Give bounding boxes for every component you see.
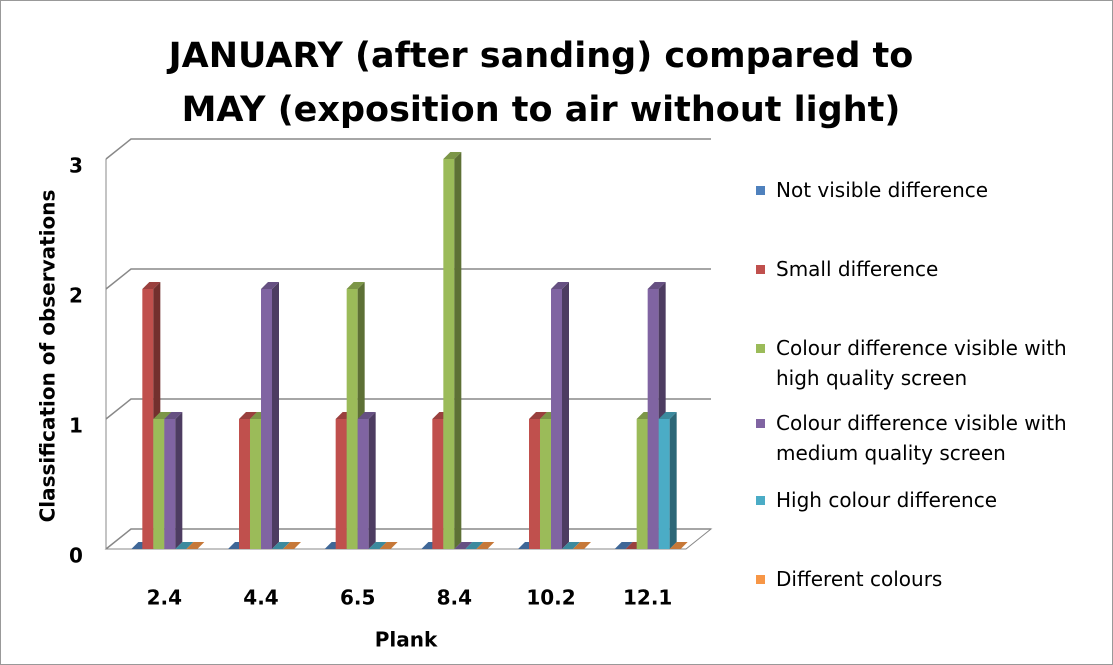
bar (647, 289, 659, 549)
bar-top (647, 282, 666, 289)
bar-side (368, 412, 376, 549)
bar-top (346, 282, 365, 289)
x-tick-label: 4.4 (243, 586, 278, 610)
bar-side (562, 282, 569, 549)
bar-top (669, 542, 688, 549)
bar (261, 289, 272, 549)
legend-item: Not visible difference (756, 175, 1112, 205)
y-tick-label: 0 (69, 544, 83, 568)
bar-top (658, 412, 677, 419)
x-tick-label: 6.5 (340, 586, 375, 610)
x-tick-label: 2.4 (147, 586, 182, 610)
x-axis-label: Plank (375, 628, 438, 652)
bar (357, 419, 369, 549)
bar-top (379, 542, 398, 549)
bar-top (283, 542, 301, 549)
bar-top (175, 542, 194, 549)
y-tick-label: 1 (69, 414, 83, 438)
bar (529, 419, 540, 549)
bar (335, 419, 347, 549)
bar-top (368, 542, 387, 549)
legend-label: Small difference (776, 257, 939, 281)
bar-top (443, 152, 462, 159)
y-axis-label: Classification of observations (36, 190, 60, 523)
grid-line (105, 398, 711, 420)
bar-top (573, 542, 591, 549)
bar (443, 159, 455, 549)
bar-side (272, 282, 279, 549)
x-tick-label: 8.4 (437, 586, 472, 610)
bar-top (272, 542, 290, 549)
bar (551, 289, 562, 549)
grid-line (105, 528, 711, 550)
legend-label: Colour difference visible with high qual… (776, 336, 1067, 390)
bar (153, 419, 165, 549)
bar-top (142, 282, 161, 289)
y-tick-label: 2 (69, 284, 83, 308)
bar-top (261, 282, 279, 289)
legend-label: Colour difference visible with medium qu… (776, 411, 1067, 465)
bar-side (454, 152, 462, 549)
legend-swatch (756, 186, 765, 195)
x-tick-label: 12.1 (623, 586, 672, 610)
bar (432, 419, 444, 549)
bar (346, 289, 358, 549)
legend-swatch (756, 419, 765, 428)
grid-line (105, 138, 711, 160)
bar (636, 419, 648, 549)
bar-top (239, 412, 257, 419)
legend-item: High colour difference (756, 485, 1112, 515)
legend-swatch (756, 344, 765, 353)
bar-top (186, 542, 205, 549)
grid-line (105, 268, 711, 290)
chart-title: JANUARY (after sanding) compared to MAY … (168, 36, 914, 130)
bar-top (562, 542, 580, 549)
bar (239, 419, 250, 549)
back-wall (131, 139, 711, 529)
bar-top (465, 542, 484, 549)
bar-side (175, 412, 183, 549)
legend-label: High colour difference (776, 488, 998, 512)
bar-top (551, 282, 569, 289)
bar-top (153, 412, 172, 419)
bar-top (529, 412, 547, 419)
legend-item: Colour difference visible with high qual… (756, 333, 1112, 393)
legend-swatch (756, 496, 765, 505)
bar (250, 419, 261, 549)
y-tick-label: 3 (69, 154, 83, 178)
bar (142, 289, 154, 549)
legend-label: Different colours (776, 567, 943, 591)
legend-item: Small difference (756, 254, 1112, 284)
bar (540, 419, 551, 549)
legend-swatch (756, 575, 765, 584)
bar-side (669, 412, 677, 549)
bar (164, 419, 176, 549)
bar-top (454, 542, 473, 549)
x-tick-label: 10.2 (526, 586, 575, 610)
legend-item: Different colours (756, 564, 1112, 594)
bar-top (164, 412, 183, 419)
bar (658, 419, 670, 549)
bar-top (476, 542, 495, 549)
legend-swatch (756, 265, 765, 274)
bar-top (357, 412, 376, 419)
legend-label: Not visible difference (776, 178, 989, 202)
legend-item: Colour difference visible with medium qu… (756, 408, 1112, 468)
bar-top (614, 542, 633, 549)
